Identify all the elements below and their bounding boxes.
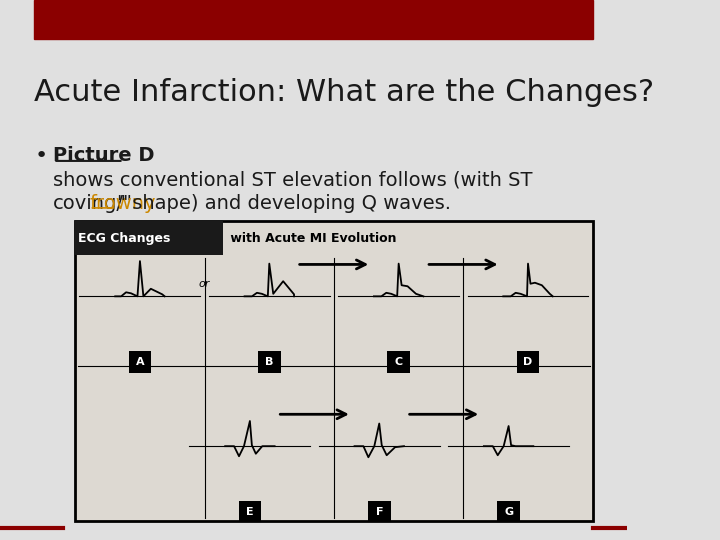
Bar	[35, 0, 593, 39]
Text: " shape) and developing Q waves.: " shape) and developing Q waves.	[117, 194, 451, 213]
Text: F: F	[376, 507, 383, 517]
Text: E: E	[246, 507, 253, 517]
Text: •: •	[35, 146, 48, 166]
Bar	[498, 501, 520, 522]
Text: G: G	[504, 507, 513, 517]
Text: Acute Infarction: What are the Changes?: Acute Infarction: What are the Changes?	[35, 78, 654, 107]
Text: A: A	[135, 357, 144, 367]
Text: shows conventional ST elevation follows (with ST: shows conventional ST elevation follows …	[53, 170, 533, 189]
Text: D: D	[523, 357, 533, 367]
Text: Picture D: Picture D	[53, 146, 155, 165]
Bar	[238, 501, 261, 522]
Text: or: or	[199, 279, 210, 289]
Bar	[517, 351, 539, 373]
Bar	[387, 351, 410, 373]
Bar	[258, 351, 281, 373]
Text: B: B	[265, 357, 274, 367]
Text: with Acute MI Evolution: with Acute MI Evolution	[226, 232, 396, 245]
Bar	[368, 501, 390, 522]
Bar	[129, 351, 151, 373]
Text: frowny: frowny	[89, 194, 156, 213]
Text: ECG Changes: ECG Changes	[78, 232, 171, 245]
Text: C: C	[395, 357, 402, 367]
Text: coving/": coving/"	[53, 194, 133, 213]
Bar	[76, 221, 593, 521]
Bar	[76, 221, 222, 255]
